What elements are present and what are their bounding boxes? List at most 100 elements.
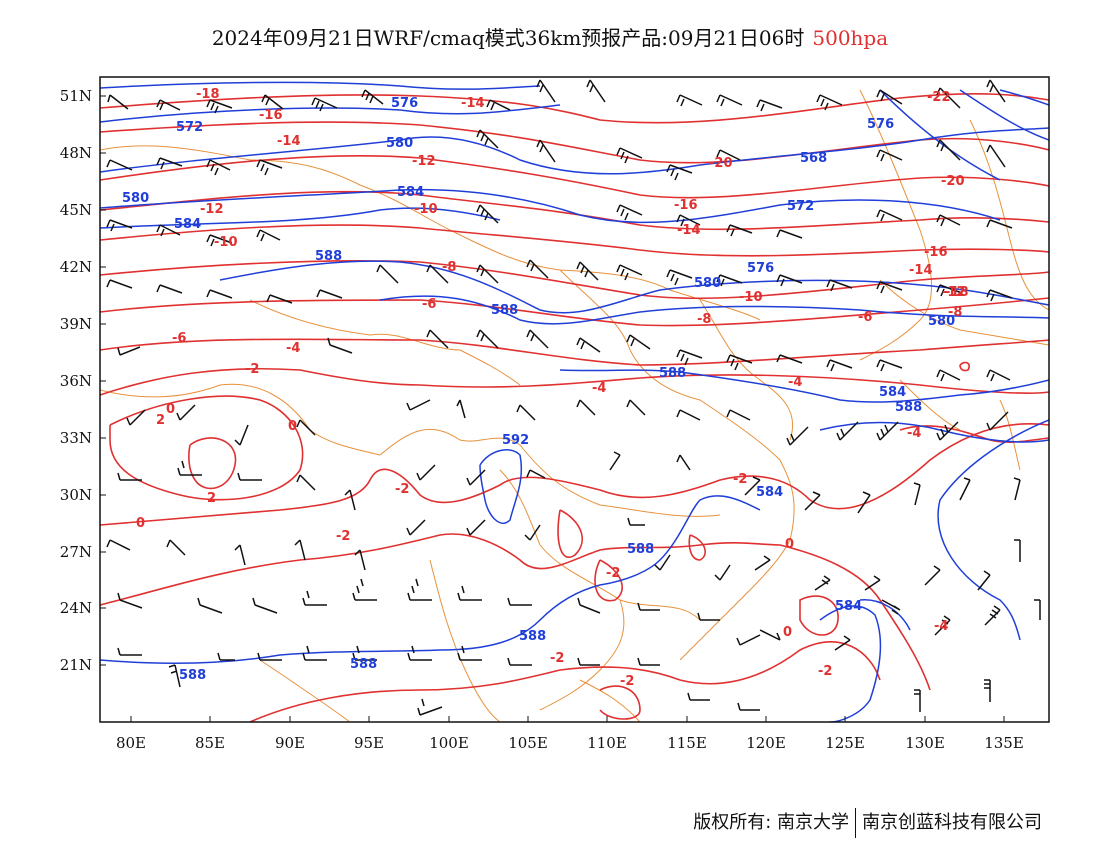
lon-tick-label: 110E	[587, 734, 627, 752]
height-label: 588	[350, 657, 377, 672]
lon-tick-label: 100E	[429, 734, 469, 752]
lon-tick-label: 130E	[905, 734, 945, 752]
temp-label: -2	[336, 529, 350, 544]
temp-label: -8	[948, 305, 962, 320]
temp-label: -2	[733, 472, 747, 487]
lat-tick-label: 51N	[60, 87, 92, 105]
lon-tick-label: 90E	[275, 734, 305, 752]
map-title: 2024年09月21日WRF/cmaq模式36km预报产品:09月21日06时 5…	[0, 22, 1100, 51]
temp-label: 0	[288, 419, 297, 434]
height-label: 588	[491, 303, 518, 318]
temp-label: -2	[818, 664, 832, 679]
lon-tick-label: 80E	[116, 734, 146, 752]
temp-label: -2	[606, 566, 620, 581]
temp-label: -16	[674, 198, 698, 213]
height-label: 572	[787, 199, 814, 214]
temp-label: -4	[907, 426, 921, 441]
height-label: 588	[315, 249, 342, 264]
temp-label: -20	[941, 174, 965, 189]
temp-label: -2	[395, 482, 409, 497]
lat-tick-label: 27N	[60, 543, 92, 561]
height-label: 572	[176, 120, 203, 135]
lat-tick-label: 42N	[60, 258, 92, 276]
temp-label: -6	[858, 310, 872, 325]
lat-tick-label: 24N	[60, 599, 92, 617]
height-label: 580	[928, 314, 955, 329]
pressure-level: 500hpa	[812, 26, 889, 50]
temp-label: -18	[196, 87, 220, 102]
temp-label: -4	[592, 381, 606, 396]
height-label: 588	[627, 542, 654, 557]
temp-label: -18	[945, 285, 969, 300]
height-label: 580	[386, 136, 413, 151]
height-label: 592	[502, 433, 529, 448]
temp-label: -12	[942, 285, 966, 300]
lon-tick-label: 120E	[746, 734, 786, 752]
lat-tick-label: 30N	[60, 486, 92, 504]
lat-tick-label: 36N	[60, 372, 92, 390]
height-label: 568	[800, 151, 827, 166]
temp-label: -6	[422, 297, 436, 312]
height-label: 584	[174, 217, 201, 232]
temp-label: -4	[788, 375, 802, 390]
temp-label: -8	[697, 312, 711, 327]
temp-label: -4	[934, 619, 948, 634]
temperature-labels: -18 -16 -14 -14 -12 -12 -10 -10 -8 -6 -6…	[136, 87, 969, 689]
copyright-owner: 版权所有: 南京大学	[693, 812, 849, 833]
height-label: 584	[756, 485, 783, 500]
lat-tick-label: 33N	[60, 429, 92, 447]
height-label: 588	[895, 400, 922, 415]
temp-label: -14	[677, 223, 701, 238]
copyright-company: 南京创蓝科技有限公司	[862, 812, 1042, 833]
height-labels: 576 572 580 584 580 584 588 588 576 580 …	[122, 96, 955, 683]
temp-label: -6	[172, 331, 186, 346]
height-label: 588	[179, 668, 206, 683]
lon-tick-label: 135E	[984, 734, 1024, 752]
height-label: 588	[519, 629, 546, 644]
lat-tick-label: 45N	[60, 201, 92, 219]
temp-label: -12	[200, 202, 224, 217]
wind-barbs	[106, 79, 1041, 716]
temp-label: -2	[620, 674, 634, 689]
temp-label: -2	[550, 651, 564, 666]
lon-tick-label: 85E	[195, 734, 225, 752]
temp-label: -14	[909, 263, 933, 278]
height-label: 584	[397, 185, 424, 200]
temp-label: -4	[286, 341, 300, 356]
temp-label: -10	[414, 202, 438, 217]
temp-label: -10	[214, 235, 238, 250]
height-label: 576	[391, 96, 418, 111]
title-text: 2024年09月21日WRF/cmaq模式36km预报产品:09月21日06时	[211, 26, 805, 50]
temp-label: -14	[277, 134, 301, 149]
temp-label: -16	[259, 108, 283, 123]
temp-label: -12	[412, 154, 436, 169]
temp-label: -16	[924, 245, 948, 260]
temp-label: 0	[783, 625, 792, 640]
height-label: 584	[879, 385, 906, 400]
height-contours	[100, 81, 1049, 722]
height-label: 576	[747, 261, 774, 276]
temperature-isotherms	[100, 92, 1049, 722]
lon-tick-label: 95E	[354, 734, 384, 752]
lon-tick-label: 125E	[825, 734, 865, 752]
longitude-axis: 80E 85E 90E 95E 100E 105E 110E 115E 120E…	[116, 716, 1024, 752]
credit-separator	[855, 808, 856, 838]
temp-label: -22	[927, 90, 951, 105]
temp-label: -20	[709, 156, 733, 171]
lon-tick-label: 105E	[508, 734, 548, 752]
lat-tick-label: 39N	[60, 315, 92, 333]
temp-label: 0	[166, 402, 175, 417]
plot-frame	[99, 76, 1050, 723]
height-label: 584	[835, 599, 862, 614]
temp-label: -2	[245, 362, 259, 377]
height-label: 580	[122, 191, 149, 206]
copyright-credit: 版权所有: 南京大学 南京创蓝科技有限公司	[693, 808, 1042, 838]
height-label: 576	[867, 117, 894, 132]
temp-label: 0	[136, 516, 145, 531]
lon-tick-label: 115E	[667, 734, 707, 752]
temp-label: -10	[739, 290, 763, 305]
height-label: 580	[694, 276, 721, 291]
temp-label: -14	[461, 96, 485, 111]
height-label: 588	[659, 366, 686, 381]
temp-label: 0	[785, 537, 794, 552]
